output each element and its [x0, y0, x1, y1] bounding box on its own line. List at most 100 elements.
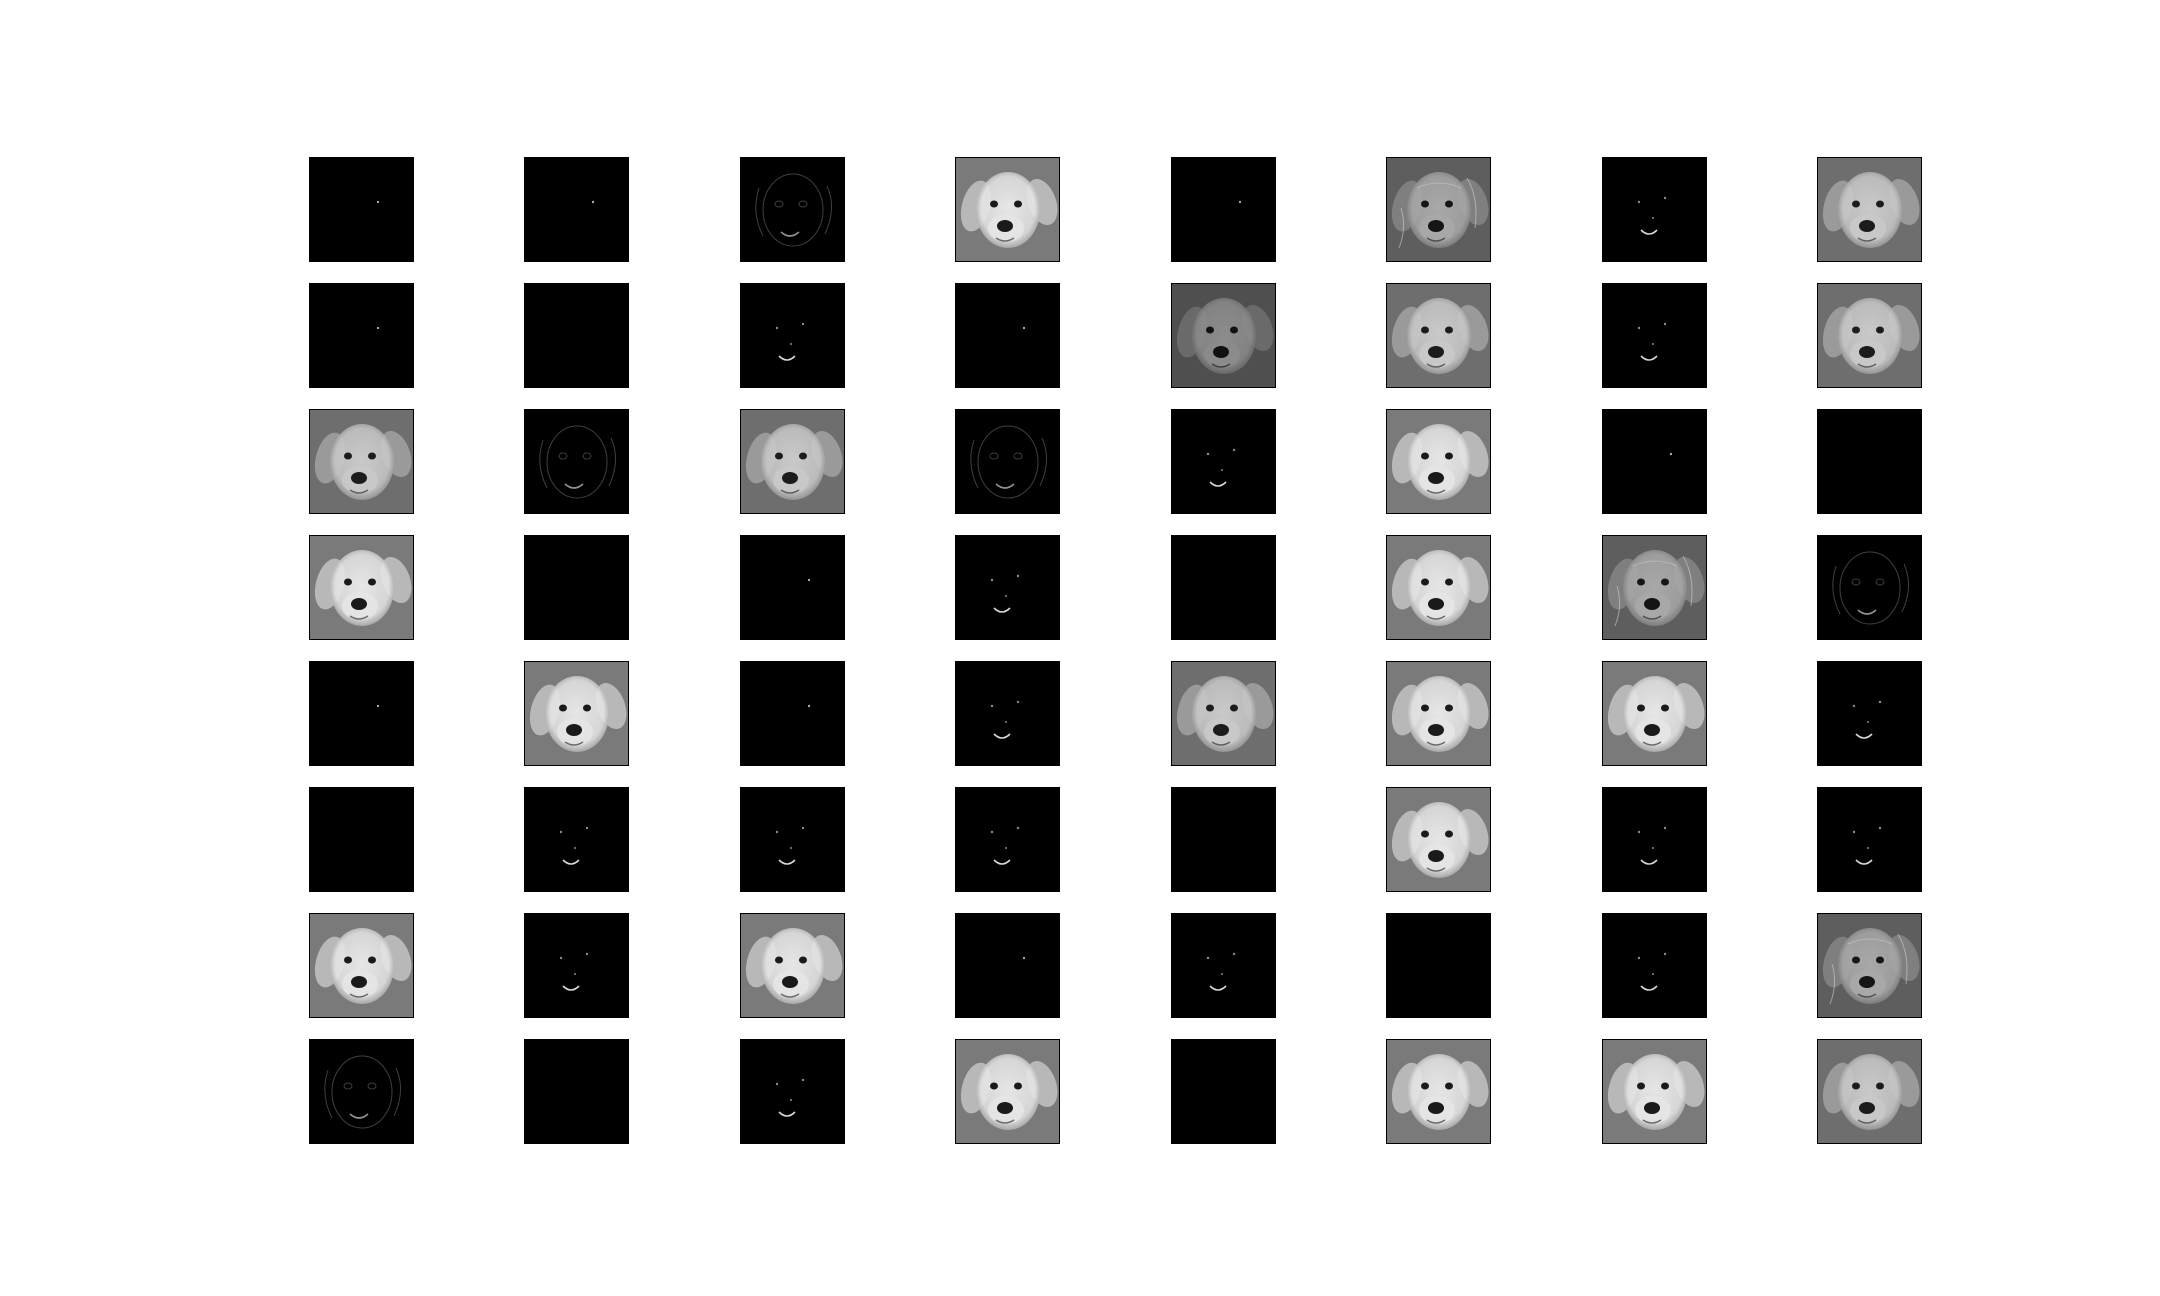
feature-map-image — [1603, 536, 1706, 639]
feature-map-tile — [740, 787, 845, 892]
feature-map-tile — [524, 157, 629, 262]
feature-map-tile — [1386, 157, 1491, 262]
feature-map-image — [1387, 536, 1490, 639]
feature-map-tile — [524, 409, 629, 514]
feature-map-tile — [524, 913, 629, 1018]
feature-map-image — [956, 662, 1059, 765]
feature-map-image — [741, 536, 844, 639]
feature-map-image — [956, 410, 1059, 513]
feature-map-tile — [955, 913, 1060, 1018]
feature-map-image — [1387, 1040, 1490, 1143]
feature-map-tile — [1602, 1039, 1707, 1144]
feature-map-image — [1818, 158, 1921, 261]
feature-map-tile — [309, 535, 414, 640]
feature-map-tile — [309, 661, 414, 766]
feature-map-tile — [1171, 787, 1276, 892]
feature-map-image — [956, 536, 1059, 639]
feature-map-image — [1172, 788, 1275, 891]
feature-map-image — [525, 410, 628, 513]
feature-map-image — [1172, 662, 1275, 765]
feature-map-tile — [740, 913, 845, 1018]
feature-map-image — [310, 158, 413, 261]
feature-map-tile — [740, 535, 845, 640]
feature-map-image — [1818, 914, 1921, 1017]
feature-map-tile — [1602, 913, 1707, 1018]
feature-map-image — [956, 284, 1059, 387]
feature-map-image — [1172, 536, 1275, 639]
feature-map-image — [1387, 410, 1490, 513]
feature-map-image — [1818, 1040, 1921, 1143]
feature-map-tile — [740, 283, 845, 388]
feature-map-image — [310, 410, 413, 513]
feature-map-tile — [1386, 913, 1491, 1018]
feature-map-tile — [1171, 661, 1276, 766]
feature-map-image — [1387, 158, 1490, 261]
feature-map-image — [1603, 284, 1706, 387]
feature-map-image — [1172, 158, 1275, 261]
feature-map-tile — [309, 409, 414, 514]
feature-map-tile — [1171, 409, 1276, 514]
feature-map-image — [1818, 536, 1921, 639]
feature-map-tile — [309, 913, 414, 1018]
feature-map-tile — [1386, 535, 1491, 640]
feature-map-tile — [1171, 913, 1276, 1018]
feature-map-image — [1603, 788, 1706, 891]
feature-map-tile — [1602, 661, 1707, 766]
feature-map-image — [1603, 158, 1706, 261]
feature-map-tile — [1602, 283, 1707, 388]
feature-map-tile — [309, 1039, 414, 1144]
feature-map-image — [741, 914, 844, 1017]
feature-map-tile — [524, 787, 629, 892]
feature-map-image — [1818, 410, 1921, 513]
feature-map-tile — [1817, 157, 1922, 262]
feature-map-image — [525, 914, 628, 1017]
feature-map-image — [1172, 1040, 1275, 1143]
feature-map-tile — [1817, 661, 1922, 766]
feature-map-image — [1387, 662, 1490, 765]
feature-map-image — [310, 662, 413, 765]
feature-map-tile — [524, 661, 629, 766]
feature-map-tile — [955, 1039, 1060, 1144]
feature-map-image — [1603, 914, 1706, 1017]
feature-map-tile — [955, 535, 1060, 640]
feature-map-tile — [309, 283, 414, 388]
feature-map-tile — [1817, 409, 1922, 514]
feature-map-tile — [524, 535, 629, 640]
feature-map-image — [741, 1040, 844, 1143]
feature-map-tile — [1602, 157, 1707, 262]
feature-map-tile — [740, 661, 845, 766]
feature-map-image — [956, 914, 1059, 1017]
feature-map-image — [1818, 662, 1921, 765]
feature-map-tile — [524, 1039, 629, 1144]
feature-map-image — [741, 662, 844, 765]
feature-map-image — [310, 914, 413, 1017]
feature-map-tile — [1386, 409, 1491, 514]
feature-map-image — [525, 788, 628, 891]
feature-map-tile — [1171, 535, 1276, 640]
feature-map-tile — [309, 787, 414, 892]
feature-map-tile — [955, 787, 1060, 892]
feature-map-tile — [1602, 787, 1707, 892]
feature-map-tile — [1602, 535, 1707, 640]
feature-map-image — [741, 788, 844, 891]
feature-map-tile — [524, 283, 629, 388]
feature-map-image — [1603, 410, 1706, 513]
feature-map-tile — [740, 409, 845, 514]
feature-map-image — [956, 788, 1059, 891]
feature-map-tile — [1817, 535, 1922, 640]
feature-map-tile — [1386, 787, 1491, 892]
feature-map-tile — [955, 661, 1060, 766]
feature-map-tile — [1171, 283, 1276, 388]
feature-map-tile — [1817, 913, 1922, 1018]
feature-map-image — [956, 158, 1059, 261]
feature-map-image — [310, 284, 413, 387]
feature-map-image — [310, 1040, 413, 1143]
feature-map-tile — [1817, 1039, 1922, 1144]
feature-map-image — [525, 284, 628, 387]
feature-map-image — [310, 536, 413, 639]
feature-map-tile — [1386, 661, 1491, 766]
feature-map-image — [741, 410, 844, 513]
feature-map-image — [1603, 662, 1706, 765]
feature-map-image — [525, 536, 628, 639]
